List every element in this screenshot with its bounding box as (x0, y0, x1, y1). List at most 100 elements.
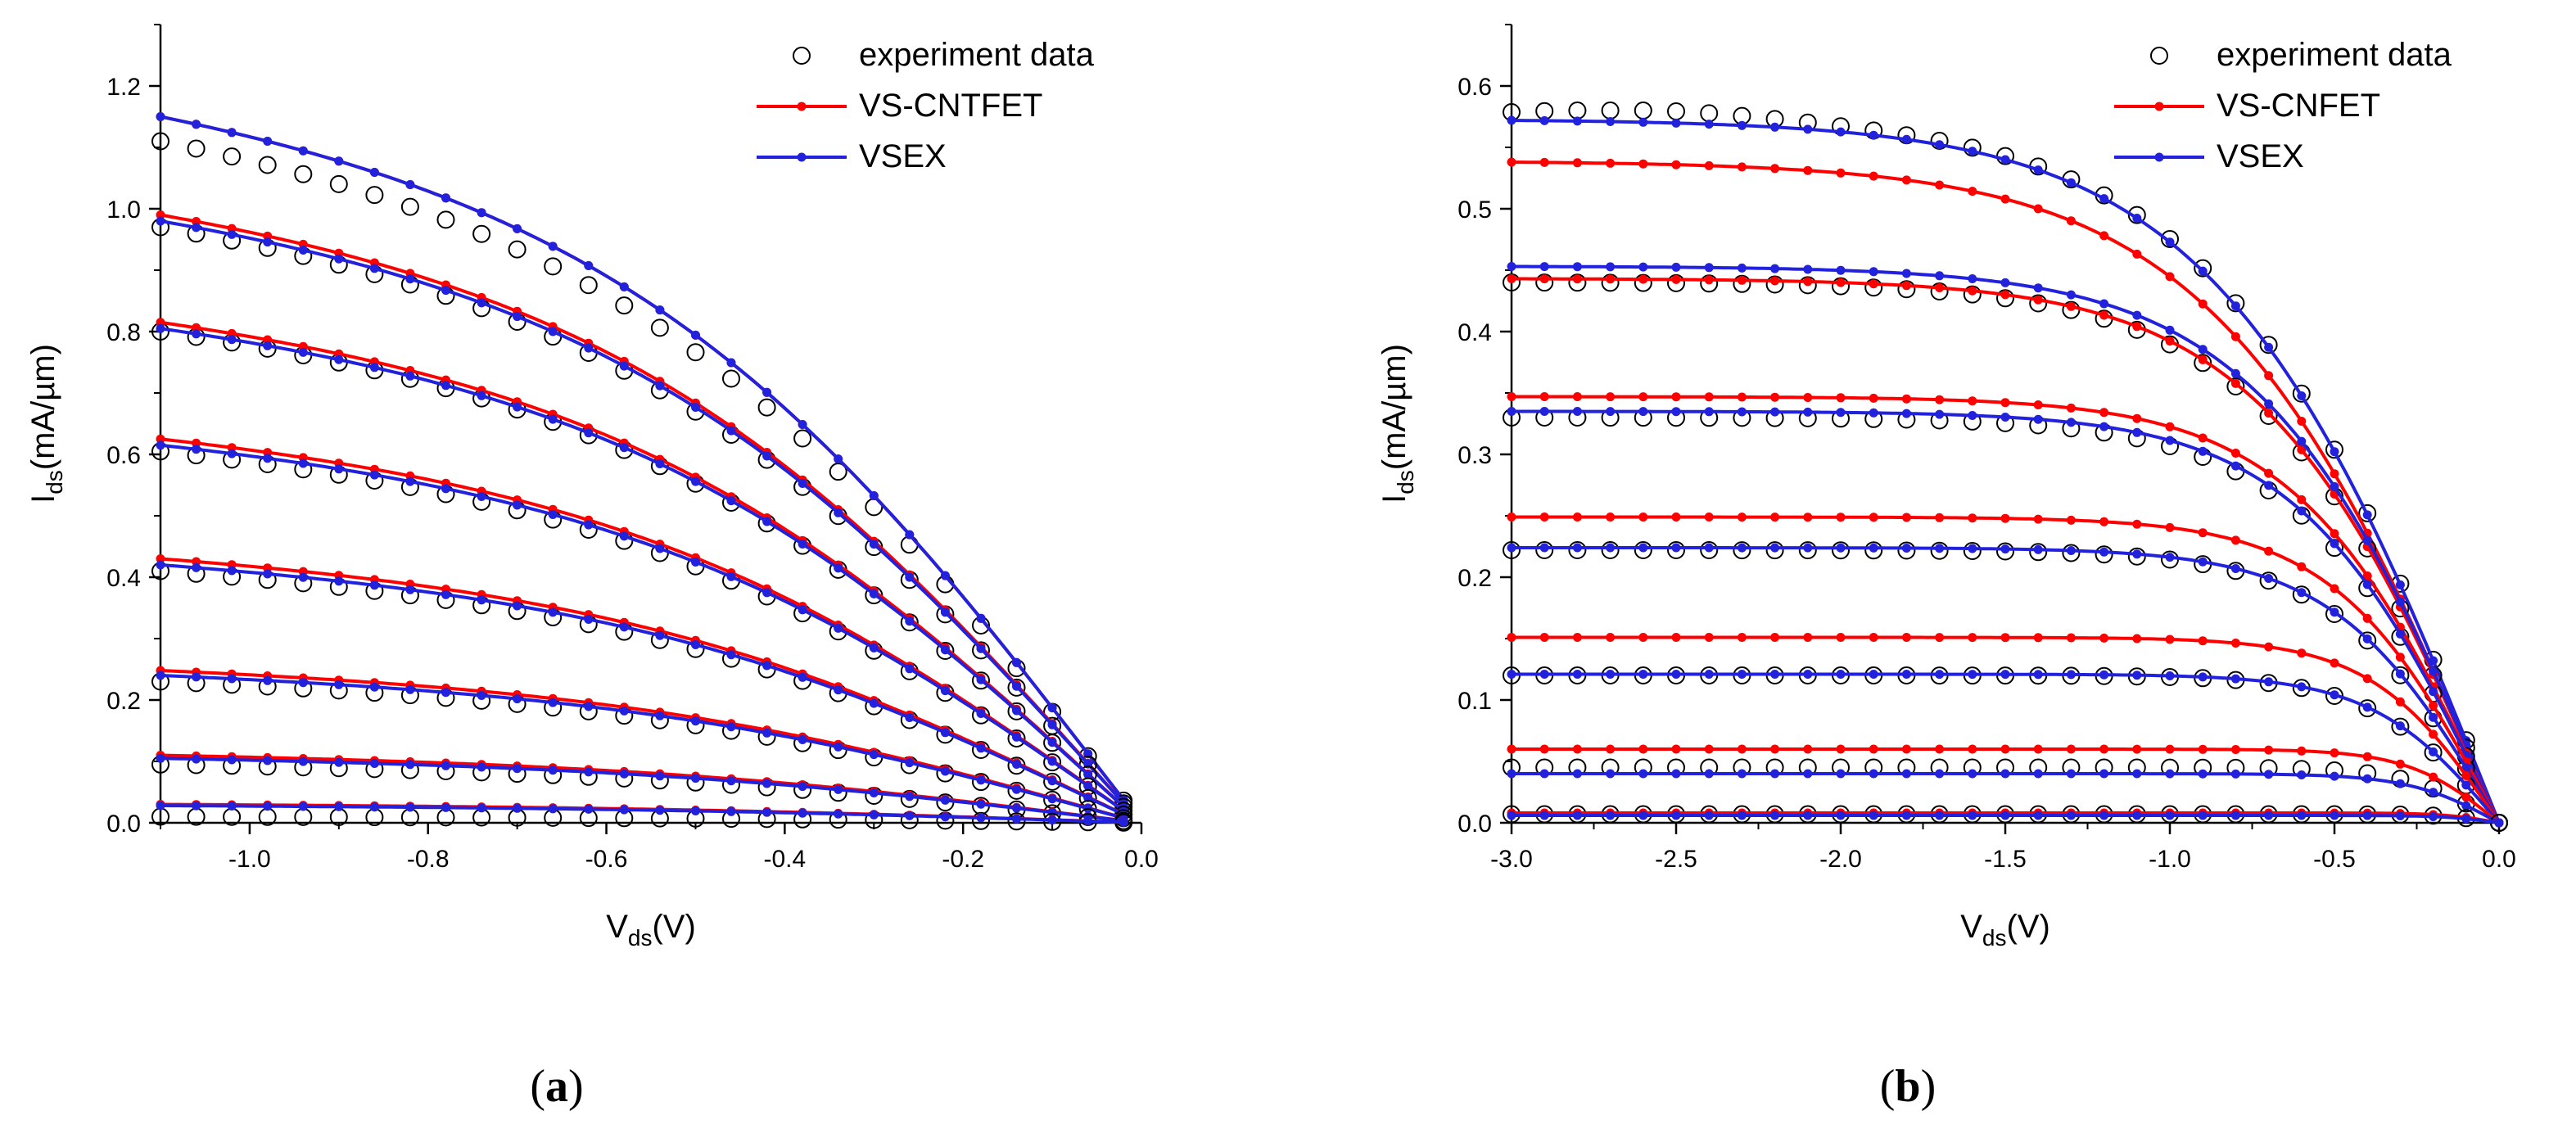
legend-marker-experiment (793, 47, 811, 65)
vs-cntfet-point (2198, 636, 2208, 646)
vsex-point (1737, 120, 1747, 130)
vsex-point (334, 464, 344, 474)
vsex-point (1047, 703, 1057, 713)
vsex-point (1638, 769, 1648, 779)
vsex-point (156, 671, 165, 680)
vsex-point (513, 224, 522, 233)
vsex-point (2330, 447, 2339, 457)
vsex-point (1507, 115, 1516, 125)
vsex-point (1901, 269, 1911, 278)
vsex-point (263, 341, 273, 350)
vsex-point (1572, 116, 1582, 126)
vs-cntfet-point (1836, 278, 1846, 287)
vs-cntfet-point (1836, 513, 1846, 522)
vs-cntfet-point (2066, 403, 2076, 413)
vsex-point (1606, 670, 1616, 679)
vsex-point (369, 264, 379, 273)
experiment-point (1535, 541, 1554, 559)
x-tick-label: -0.4 (764, 846, 807, 873)
vsex-point (192, 329, 201, 339)
vs-cntfet-point (2000, 744, 2010, 754)
vsex-point (2297, 770, 2307, 779)
vsex-point (619, 361, 629, 371)
vs-cntfet-point (1572, 744, 1582, 754)
vsex-point (477, 691, 486, 700)
vs-cntfet-point (1968, 187, 1977, 196)
vsex-point (1606, 543, 1616, 553)
y-axis-title-unit: (mA/µm) (1376, 344, 1412, 470)
vsex-point (2033, 414, 2043, 424)
vs-cntfet-point (1901, 281, 1911, 291)
vsex-point (1968, 670, 1977, 680)
vs-cntfet-point (1737, 392, 1747, 402)
vsex-point (156, 560, 165, 570)
vs-cntfet-point (1539, 633, 1549, 642)
vsex-point (619, 769, 629, 779)
vsex-point (2330, 690, 2339, 700)
vsex-point (192, 445, 201, 454)
vsex-point (548, 804, 558, 814)
legend-marker-experiment (2150, 47, 2168, 65)
vsex-point (1671, 262, 1681, 272)
vs-cntfet-point (2297, 417, 2307, 426)
vsex-point (869, 491, 879, 500)
vsex-point (2395, 597, 2405, 607)
experiment-point (1667, 541, 1685, 559)
experiment-point (2194, 259, 2212, 278)
vsex-point (156, 440, 165, 450)
vsex-point (2264, 677, 2274, 687)
vsex-point (1935, 769, 1945, 779)
vs-cntfet-point (1803, 513, 1813, 522)
vsex-point (227, 229, 237, 239)
vsex-point (1572, 407, 1582, 416)
vs-cntfet-point (1606, 158, 1616, 168)
y-axis-title-sub: ds (42, 470, 67, 494)
vsex-point (1539, 670, 1549, 679)
vsex-point (2230, 461, 2240, 471)
vs-cntfet-point (2033, 295, 2043, 305)
vs-cntfet-point (2429, 772, 2438, 782)
vsex-point (798, 672, 807, 682)
vsex-point (1638, 407, 1648, 417)
vs-cntfet-point (1737, 162, 1747, 172)
vsex-point (2000, 544, 2010, 554)
vsex-point (1638, 117, 1648, 127)
experiment-point (2127, 547, 2146, 566)
vsex-point (1770, 264, 1780, 273)
vsex-point (298, 458, 308, 468)
vs-cntfet-point (1901, 744, 1911, 754)
vsex-point (2429, 712, 2438, 722)
vs-cntfet-point (1968, 633, 1977, 643)
vs-cntfet-point (1572, 633, 1582, 642)
vs-cntfet-point (1803, 393, 1813, 402)
vsex-point (1012, 784, 1021, 794)
experiment-point (187, 139, 206, 158)
vsex-point (2297, 811, 2307, 820)
vsex-point (1803, 543, 1813, 553)
vsex-point (441, 193, 450, 203)
vsex-point (1638, 811, 1648, 820)
vsex-point (192, 120, 201, 129)
vsex-point (1638, 543, 1648, 553)
chart-panel-a: -1.0 -0.8 -0.6 -0.4 -0.2 0.0 0.0 0.2 0.4 0.6 0.8 1.… (25, 24, 1159, 1112)
experiment-point (615, 296, 634, 315)
vsex-point (762, 661, 772, 671)
vsex-point (227, 802, 237, 811)
vsex-point (1083, 793, 1093, 802)
vs-cntfet-point (2429, 701, 2438, 711)
vs-cntfet-point (1704, 633, 1714, 642)
vs-cntfet-point (1869, 633, 1878, 642)
y-tick-label: 1.2 (106, 74, 141, 101)
vsex-point (2165, 811, 2175, 820)
vsex-point (2362, 510, 2372, 520)
vs-cntfet-point (1901, 175, 1911, 185)
vs-cntfet-point (1869, 513, 1878, 522)
vsex-point (1737, 811, 1747, 820)
vsex-point (691, 403, 700, 412)
vsex-point (691, 558, 700, 567)
vs-cntfet-point (1737, 275, 1747, 285)
experiment-point (1963, 542, 1982, 560)
vsex-point (2198, 266, 2208, 276)
vs-cntfet-series-line (1512, 635, 2501, 824)
